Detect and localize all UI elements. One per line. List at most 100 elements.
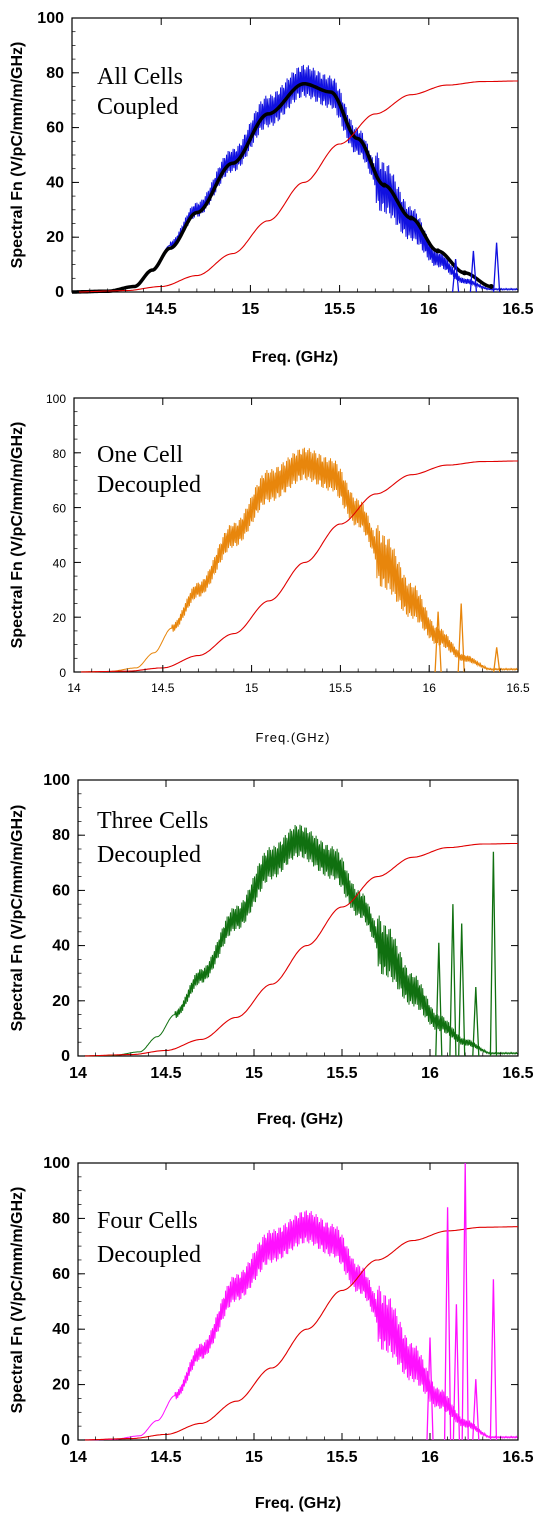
plot-frame — [71, 17, 519, 293]
resonance-spike — [452, 1304, 461, 1441]
resonance-spike — [449, 904, 457, 1057]
y-tick-label: 20 — [46, 229, 64, 246]
plot-area — [78, 1162, 519, 1441]
series-spectrum — [74, 447, 519, 673]
y-tick-label: 100 — [46, 392, 66, 406]
y-axis-label: Spectral Fn (V/pC/mm/m/GHz) — [9, 1187, 26, 1414]
x-tick-label: 15.5 — [326, 1449, 357, 1466]
y-tick-label: 40 — [52, 1321, 70, 1338]
y-tick-label: 40 — [52, 938, 70, 955]
x-tick-label: 15.5 — [329, 681, 353, 695]
y-tick-label: 100 — [43, 772, 70, 789]
resonance-spike — [469, 250, 478, 293]
y-tick-label: 40 — [46, 174, 64, 191]
y-tick-label: 80 — [53, 447, 67, 461]
resonance-spike — [492, 242, 501, 293]
chart-panel-3: 14 14.5 15 15.5 16 16.5 0 20 40 60 80 100 Three Cel… — [9, 772, 534, 1128]
y-tick-label: 20 — [52, 1377, 70, 1394]
series-spectrum — [78, 824, 519, 1057]
plot-frame — [73, 397, 519, 673]
y-tick-label: 20 — [52, 993, 70, 1010]
y-tick-label: 80 — [52, 827, 70, 844]
resonance-spike — [493, 647, 501, 673]
resonance-spike — [435, 942, 443, 1057]
x-tick-label: 15 — [242, 301, 260, 318]
x-tick-label: 15 — [245, 681, 259, 695]
annotation-line-1: One Cell — [97, 442, 183, 468]
annotation-line-2: Decoupled — [97, 472, 201, 498]
annotation-line-1: All Cells — [97, 64, 183, 90]
x-tick-label: 14.5 — [151, 681, 175, 695]
annotation-line-2: Decoupled — [97, 842, 201, 868]
y-tick-label: 60 — [52, 882, 70, 899]
x-tick-label: 16 — [421, 1449, 439, 1466]
series-cumulative — [78, 1226, 518, 1441]
y-tick-label: 40 — [53, 556, 67, 570]
y-tick-label: 60 — [53, 502, 67, 516]
annotation-line-2: Decoupled — [97, 1242, 201, 1268]
series-cumulative — [78, 842, 518, 1057]
x-axis-label: Freq. (GHz) — [255, 1495, 341, 1512]
plot-area — [78, 824, 519, 1057]
x-tick-label: 14.5 — [146, 301, 177, 318]
resonance-spike — [461, 1162, 469, 1441]
resonance-spike — [458, 923, 466, 1057]
x-tick-label: 15 — [245, 1449, 263, 1466]
x-tick-label: 15 — [245, 1065, 263, 1082]
y-tick-label: 0 — [55, 284, 64, 301]
resonance-spike — [443, 1207, 452, 1441]
y-tick-label: 80 — [46, 65, 64, 82]
resonance-spike — [472, 1379, 480, 1441]
x-tick-label: 14.5 — [150, 1449, 181, 1466]
x-tick-label: 16 — [420, 301, 438, 318]
smooth-point — [488, 284, 494, 290]
annotation-line-2: Coupled — [97, 94, 178, 120]
x-tick-label: 15.5 — [326, 1065, 357, 1082]
y-tick-label: 0 — [59, 666, 66, 680]
y-tick-label: 60 — [46, 120, 64, 137]
y-tick-label: 100 — [43, 1155, 70, 1172]
x-axis-label: Freq. (GHz) — [257, 1111, 343, 1128]
axis-ticks: 14 14.5 15 15.5 16 16.5 0 20 40 60 80 100 — [43, 1155, 533, 1466]
y-tick-label: 0 — [61, 1432, 70, 1449]
y-axis-label: Spectral Fn (V/pC/mm/m/GHz) — [9, 42, 26, 269]
y-axis-label: Spectral Fn (V/pC/mm/m/GHz) — [9, 805, 26, 1032]
chart-panel-1: 14.5 15 15.5 16 16.5 0 20 40 60 80 100 All Cells C… — [9, 10, 534, 366]
plot-area — [72, 64, 519, 294]
smooth-point — [461, 270, 467, 276]
y-tick-label: 100 — [37, 10, 64, 27]
x-tick-label: 16.5 — [506, 681, 530, 695]
x-tick-label: 16.5 — [502, 1065, 533, 1082]
x-tick-label: 16.5 — [502, 1449, 533, 1466]
x-tick-label: 14 — [69, 1449, 87, 1466]
smooth-point — [408, 215, 414, 221]
resonance-spike — [451, 259, 460, 293]
resonance-spike — [457, 603, 465, 673]
x-axis-label: Freq.(GHz) — [256, 730, 331, 745]
x-tick-label: 15.5 — [324, 301, 355, 318]
axis-ticks: 14 14.5 15 15.5 16 16.5 0 20 40 60 80 100 — [43, 772, 533, 1082]
smooth-point — [381, 182, 387, 188]
axis-ticks: 14 14.5 15 15.5 16 16.5 0 20 40 60 80 100 — [46, 392, 530, 695]
y-axis-label: Spectral Fn (V/pC/mm/m/GHz) — [9, 422, 26, 649]
y-tick-label: 0 — [61, 1048, 70, 1065]
resonance-spike — [489, 1279, 498, 1441]
resonance-spike — [489, 851, 498, 1057]
resonance-spike — [472, 986, 480, 1057]
series-smooth — [72, 82, 492, 294]
smooth-point — [435, 248, 441, 254]
x-tick-label: 14 — [67, 681, 81, 695]
x-tick-label: 16 — [421, 1065, 439, 1082]
x-tick-label: 16 — [423, 681, 437, 695]
plot-area — [74, 447, 519, 673]
x-tick-label: 16.5 — [502, 301, 533, 318]
x-tick-label: 14 — [69, 1065, 87, 1082]
resonance-spike — [426, 1337, 434, 1441]
y-tick-label: 20 — [53, 611, 67, 625]
series-cumulative — [72, 80, 518, 293]
axis-ticks: 14.5 15 15.5 16 16.5 0 20 40 60 80 100 — [37, 10, 533, 318]
chart-panel-4: 14 14.5 15 15.5 16 16.5 0 20 40 60 80 100 Four Cell… — [9, 1155, 534, 1512]
x-axis-label: Freq. (GHz) — [252, 349, 338, 366]
